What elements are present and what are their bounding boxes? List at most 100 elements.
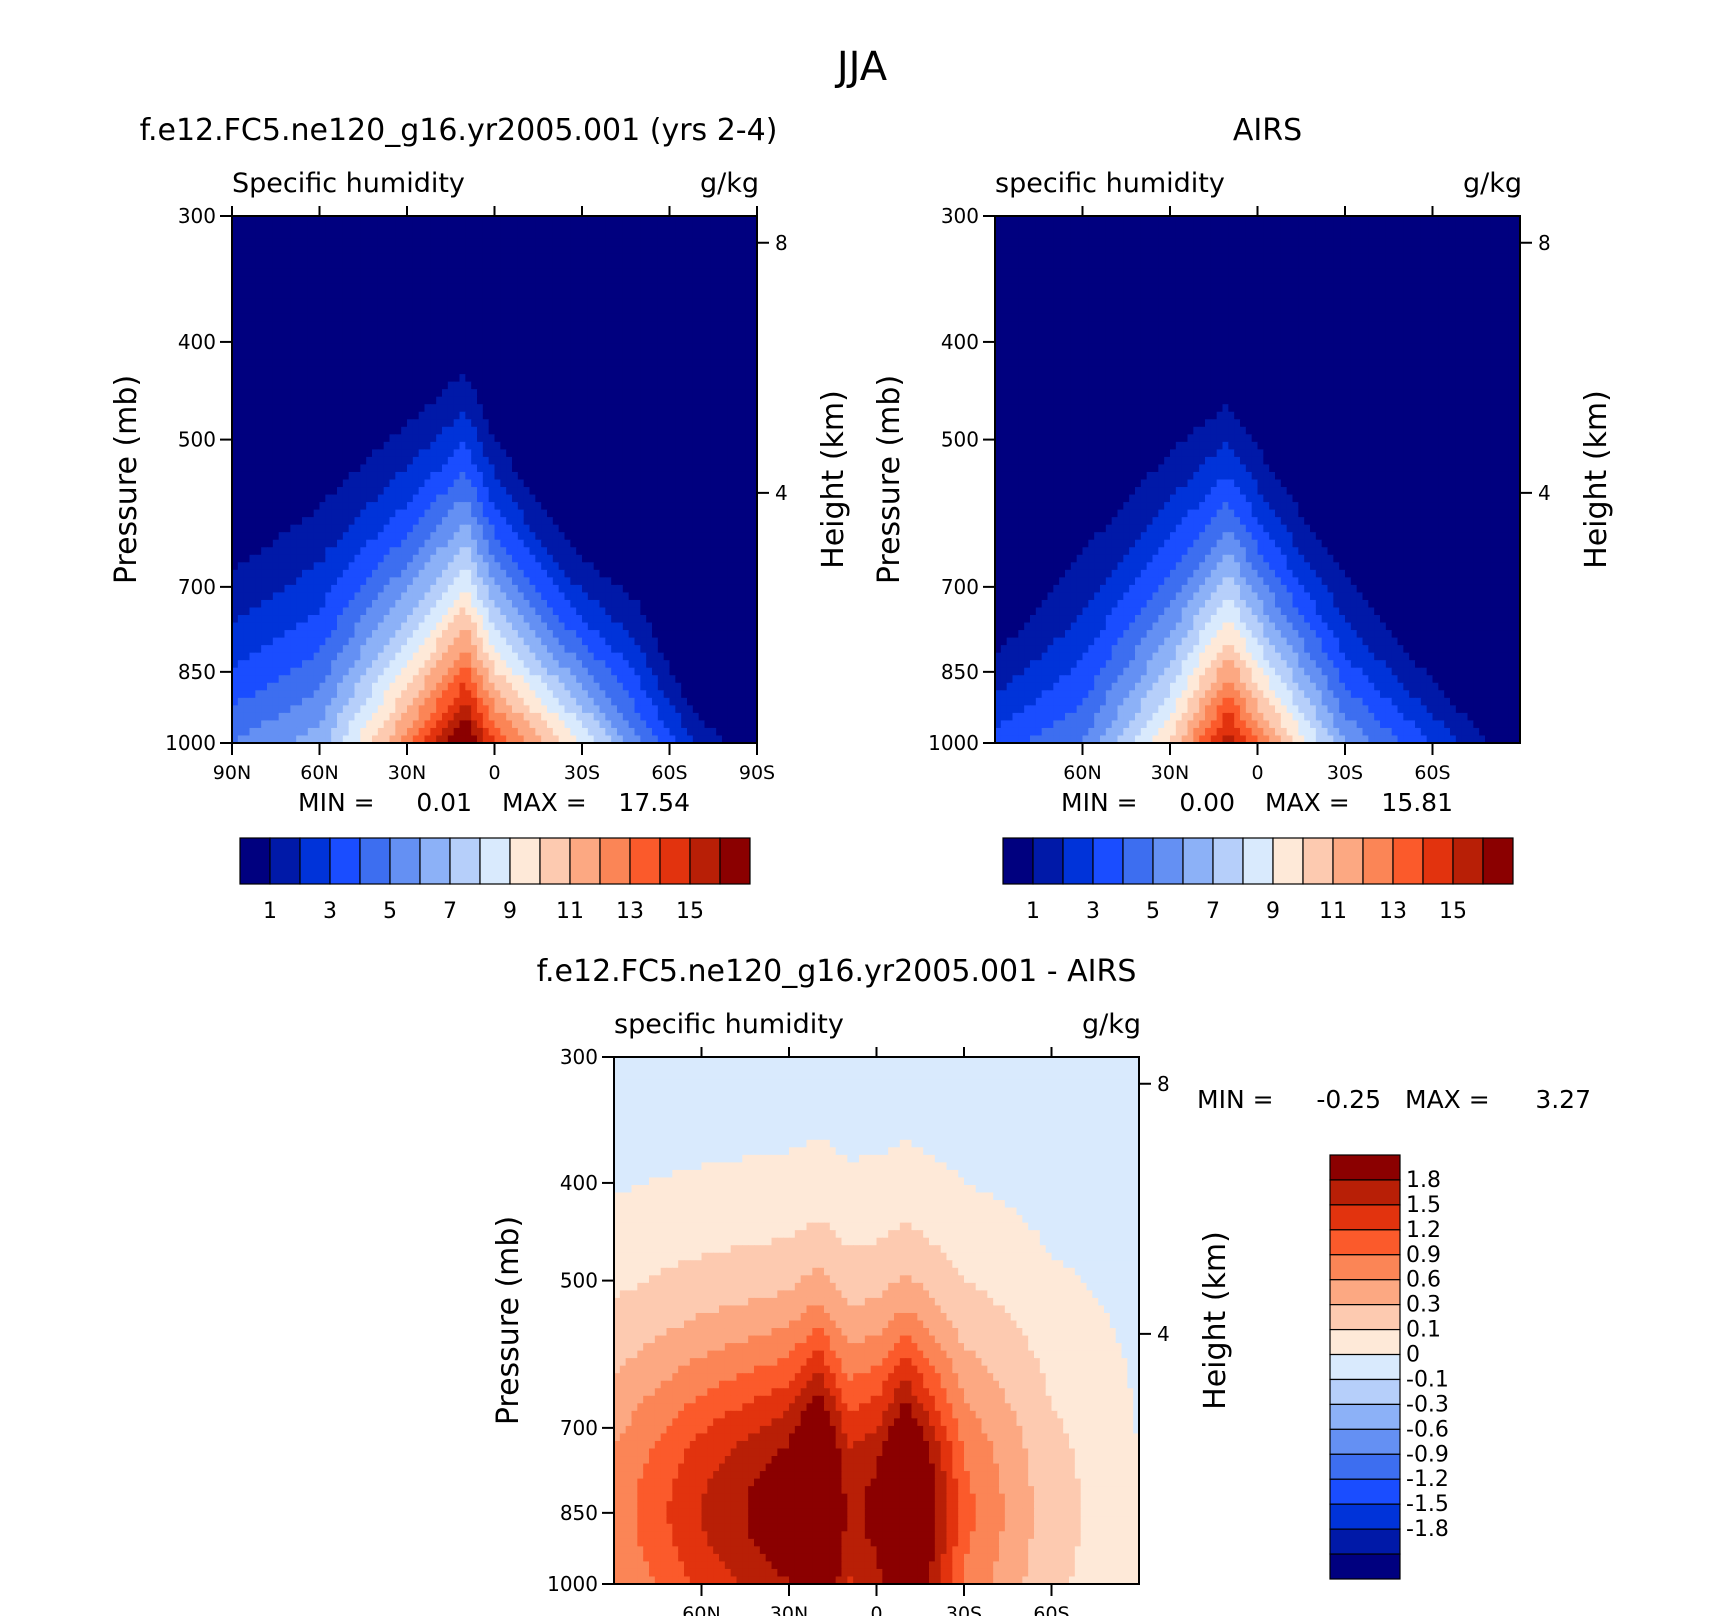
heatmap-cell bbox=[407, 276, 413, 284]
heatmap-cell bbox=[460, 389, 466, 397]
heatmap-cell bbox=[658, 382, 664, 390]
heatmap-cell bbox=[384, 525, 390, 533]
heatmap-cell bbox=[314, 562, 320, 570]
heatmap-cell bbox=[296, 261, 302, 269]
heatmap-cell bbox=[314, 397, 320, 405]
heatmap-cell bbox=[495, 585, 501, 593]
heatmap-cell bbox=[360, 291, 366, 299]
heatmap-cell bbox=[559, 592, 565, 600]
heatmap-cell bbox=[652, 299, 658, 307]
heatmap-cell bbox=[378, 299, 384, 307]
heatmap-cell bbox=[658, 314, 664, 322]
heatmap-cell bbox=[244, 224, 250, 232]
heatmap-cell bbox=[640, 442, 646, 450]
heatmap-cell bbox=[635, 374, 641, 382]
heatmap-cell bbox=[670, 419, 676, 427]
heatmap-cell bbox=[489, 495, 495, 503]
heatmap-cell bbox=[395, 389, 401, 397]
heatmap-cell bbox=[477, 329, 483, 337]
heatmap-cell bbox=[261, 254, 267, 262]
heatmap-cell bbox=[261, 630, 267, 638]
heatmap-cell bbox=[547, 540, 553, 548]
heatmap-cell bbox=[465, 480, 471, 488]
heatmap-cell bbox=[355, 246, 361, 254]
heatmap-cell bbox=[413, 231, 419, 239]
heatmap-cell bbox=[535, 374, 541, 382]
heatmap-cell bbox=[308, 630, 314, 638]
heatmap-cell bbox=[652, 306, 658, 314]
heatmap-cell bbox=[244, 261, 250, 269]
heatmap-cell bbox=[372, 359, 378, 367]
heatmap-cell bbox=[290, 570, 296, 578]
heatmap-cell bbox=[570, 562, 576, 570]
heatmap-cell bbox=[238, 419, 244, 427]
heatmap-cell bbox=[436, 472, 442, 480]
heatmap-cell bbox=[524, 532, 530, 540]
heatmap-cell bbox=[693, 389, 699, 397]
heatmap-cell bbox=[425, 449, 431, 457]
heatmap-cell bbox=[285, 344, 291, 352]
heatmap-cell bbox=[244, 276, 250, 284]
heatmap-cell bbox=[308, 299, 314, 307]
heatmap-cell bbox=[395, 540, 401, 548]
heatmap-cell bbox=[343, 540, 349, 548]
heatmap-cell bbox=[372, 577, 378, 585]
heatmap-cell bbox=[436, 314, 442, 322]
heatmap-cell bbox=[670, 306, 676, 314]
heatmap-cell bbox=[681, 585, 687, 593]
heatmap-cell bbox=[687, 314, 693, 322]
heatmap-cell bbox=[390, 254, 396, 262]
heatmap-cell bbox=[705, 231, 711, 239]
heatmap-cell bbox=[390, 306, 396, 314]
heatmap-cell bbox=[605, 577, 611, 585]
heatmap-cell bbox=[541, 495, 547, 503]
heatmap-cell bbox=[465, 495, 471, 503]
heatmap-cell bbox=[378, 412, 384, 420]
heatmap-cell bbox=[395, 231, 401, 239]
heatmap-cell bbox=[530, 246, 536, 254]
heatmap-cell bbox=[413, 480, 419, 488]
heatmap-cell bbox=[314, 389, 320, 397]
heatmap-cell bbox=[436, 246, 442, 254]
heatmap-cell bbox=[320, 427, 326, 435]
heatmap-cell bbox=[646, 276, 652, 284]
heatmap-cell bbox=[419, 555, 425, 563]
heatmap-cell bbox=[745, 246, 751, 254]
heatmap-cell bbox=[436, 239, 442, 247]
heatmap-cell bbox=[401, 623, 407, 631]
heatmap-cell bbox=[705, 480, 711, 488]
heatmap-cell bbox=[681, 329, 687, 337]
heatmap-cell bbox=[331, 547, 337, 555]
heatmap-cell bbox=[454, 374, 460, 382]
heatmap-cell bbox=[605, 224, 611, 232]
heatmap-cell bbox=[255, 404, 261, 412]
heatmap-cell bbox=[740, 344, 746, 352]
heatmap-cell bbox=[594, 224, 600, 232]
heatmap-cell bbox=[605, 336, 611, 344]
heatmap-cell bbox=[681, 540, 687, 548]
heatmap-cell bbox=[442, 547, 448, 555]
heatmap-cell bbox=[734, 547, 740, 555]
heatmap-cell bbox=[285, 449, 291, 457]
heatmap-cell bbox=[250, 570, 256, 578]
heatmap-cell bbox=[255, 510, 261, 518]
heatmap-cell bbox=[524, 359, 530, 367]
heatmap-cell bbox=[290, 585, 296, 593]
heatmap-cell bbox=[576, 246, 582, 254]
heatmap-cell bbox=[582, 269, 588, 277]
heatmap-cell bbox=[518, 562, 524, 570]
heatmap-cell bbox=[401, 321, 407, 329]
heatmap-cell bbox=[419, 585, 425, 593]
heatmap-cell bbox=[699, 502, 705, 510]
heatmap-cell bbox=[401, 419, 407, 427]
heatmap-cell bbox=[716, 306, 722, 314]
heatmap-cell bbox=[407, 352, 413, 360]
heatmap-cell bbox=[471, 321, 477, 329]
heatmap-cell bbox=[705, 389, 711, 397]
heatmap-cell bbox=[734, 254, 740, 262]
heatmap-cell bbox=[565, 412, 571, 420]
heatmap-cell bbox=[308, 269, 314, 277]
heatmap-cell bbox=[273, 321, 279, 329]
heatmap-cell bbox=[617, 314, 623, 322]
heatmap-cell bbox=[570, 269, 576, 277]
